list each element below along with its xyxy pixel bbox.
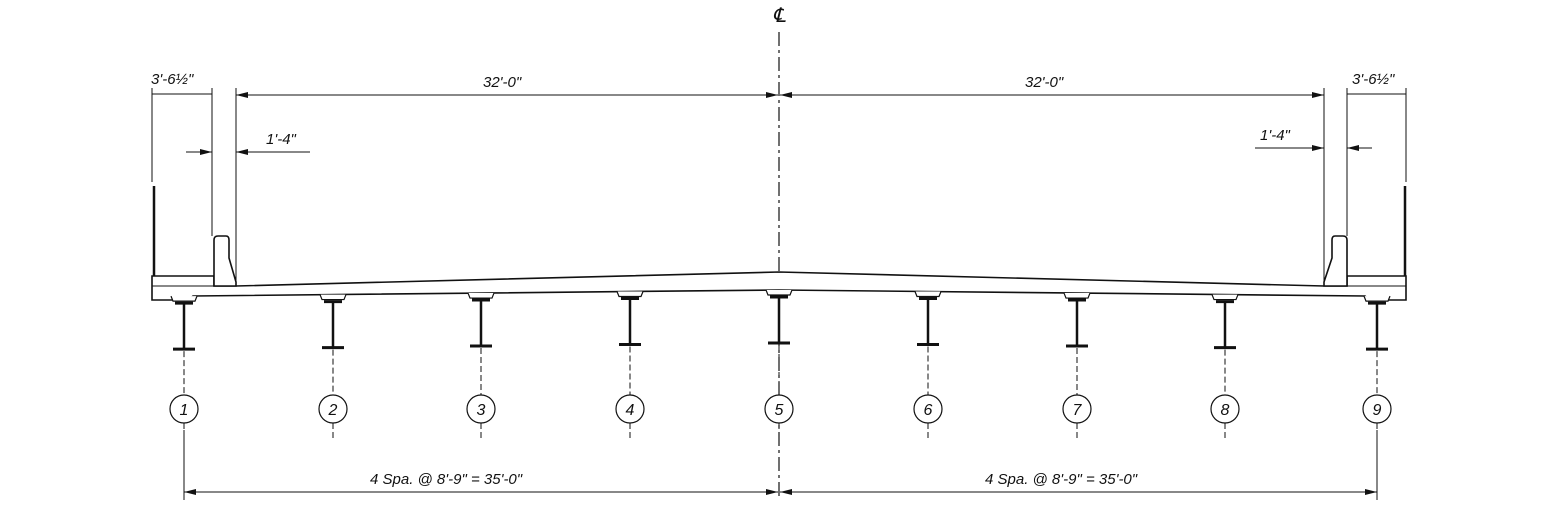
left-barrier-label: 1'-4" [266, 131, 297, 148]
girder-4: 4 [615, 291, 645, 440]
girder-number: 5 [775, 402, 784, 419]
right-roadway-dimension: 32'-0" [780, 74, 1325, 282]
girder-number: 4 [626, 402, 635, 419]
girder-7: 7 [1062, 292, 1092, 440]
girder-5: 5 [764, 289, 794, 440]
right-barrier-label: 1'-4" [1260, 127, 1291, 144]
girder-number: 9 [1373, 402, 1382, 419]
centerline-label: ℄ [773, 5, 787, 27]
girder-3: 3 [466, 292, 496, 440]
left-overhang-label: 3'-6½" [151, 71, 194, 88]
left-barrier [213, 235, 237, 287]
bottom-right-label: 4 Spa. @ 8'-9" = 35'-0" [985, 471, 1138, 488]
girders: 1 2 3 4 5 6 7 8 9 [169, 289, 1392, 440]
right-barrier-dimension: 1'-4" [1255, 108, 1372, 236]
girder-number: 8 [1221, 402, 1230, 419]
left-overhang-dimension: 3'-6½" [151, 71, 213, 182]
bottom-dimension-left: 4 Spa. @ 8'-9" = 35'-0" [183, 430, 778, 500]
girder-9: 9 [1362, 295, 1392, 440]
girder-6: 6 [913, 291, 943, 440]
girder-2: 2 [318, 294, 348, 440]
bottom-left-label: 4 Spa. @ 8'-9" = 35'-0" [370, 471, 523, 488]
right-roadway-label: 32'-0" [1025, 74, 1064, 91]
bottom-dimension-right: 4 Spa. @ 8'-9" = 35'-0" [780, 430, 1378, 500]
right-overhang-dimension: 3'-6½" [1346, 71, 1407, 182]
girder-number: 3 [477, 402, 486, 419]
girder-8: 8 [1210, 294, 1240, 440]
girder-number: 1 [180, 402, 189, 419]
centerline: ℄ [773, 5, 787, 500]
right-overhang-label: 3'-6½" [1352, 71, 1395, 88]
girder-number: 6 [924, 402, 933, 419]
right-barrier [1323, 235, 1348, 287]
left-roadway-label: 32'-0" [483, 74, 522, 91]
left-roadway-dimension: 32'-0" [235, 74, 778, 282]
girder-number: 2 [328, 402, 338, 419]
girder-number: 7 [1073, 402, 1083, 419]
girder-1: 1 [169, 295, 199, 440]
left-barrier-dimension: 1'-4" [186, 108, 310, 236]
